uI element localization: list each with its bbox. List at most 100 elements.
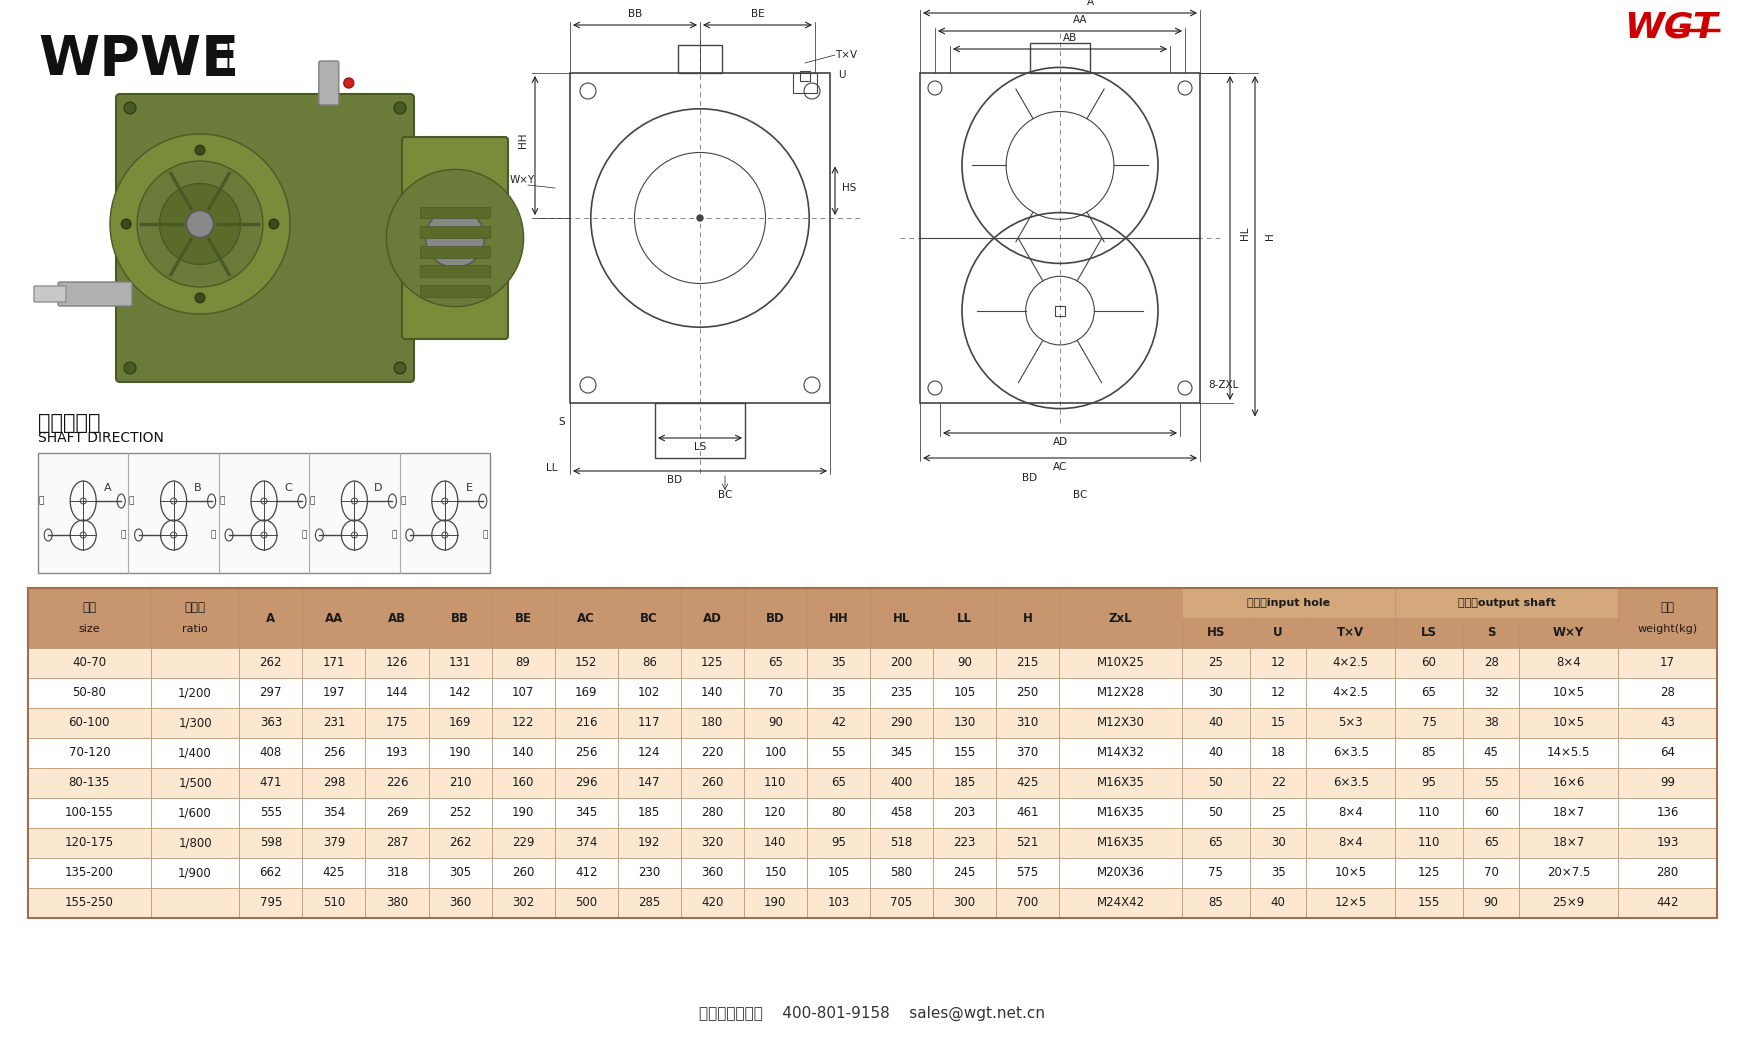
FancyBboxPatch shape: [365, 708, 429, 738]
Text: 296: 296: [574, 776, 597, 790]
Text: LS: LS: [695, 442, 707, 452]
Text: AA: AA: [325, 611, 344, 625]
FancyBboxPatch shape: [38, 453, 490, 573]
Text: 30: 30: [1270, 836, 1286, 849]
FancyBboxPatch shape: [365, 768, 429, 798]
FancyBboxPatch shape: [1618, 798, 1717, 828]
FancyBboxPatch shape: [871, 768, 934, 798]
Text: 193: 193: [1656, 836, 1679, 849]
Text: 8×4: 8×4: [1338, 836, 1363, 849]
Text: 122: 122: [511, 717, 534, 729]
FancyBboxPatch shape: [618, 678, 681, 708]
FancyBboxPatch shape: [58, 282, 133, 306]
FancyBboxPatch shape: [934, 708, 996, 738]
FancyBboxPatch shape: [28, 768, 150, 798]
Text: 12: 12: [1270, 686, 1286, 700]
Text: 302: 302: [511, 897, 534, 909]
FancyBboxPatch shape: [302, 888, 365, 918]
Text: ratio: ratio: [181, 624, 208, 634]
FancyBboxPatch shape: [429, 768, 492, 798]
Text: AD: AD: [1052, 437, 1068, 447]
Text: 100: 100: [764, 747, 787, 759]
Text: 131: 131: [448, 656, 471, 670]
FancyBboxPatch shape: [1394, 588, 1618, 618]
FancyBboxPatch shape: [1181, 738, 1249, 768]
FancyBboxPatch shape: [365, 648, 429, 678]
Text: 518: 518: [890, 836, 913, 849]
Text: 125: 125: [701, 656, 724, 670]
Text: 135-200: 135-200: [65, 867, 113, 879]
Text: 22: 22: [1270, 776, 1286, 790]
Text: 14×5.5: 14×5.5: [1548, 747, 1590, 759]
Text: 12: 12: [1270, 656, 1286, 670]
Text: 795: 795: [260, 897, 283, 909]
Text: 140: 140: [511, 747, 534, 759]
Text: 28: 28: [1483, 656, 1499, 670]
FancyBboxPatch shape: [492, 678, 555, 708]
Text: 510: 510: [323, 897, 346, 909]
Text: 80: 80: [831, 806, 846, 820]
Text: 169: 169: [448, 717, 471, 729]
Text: 126: 126: [386, 656, 408, 670]
Text: 50: 50: [1209, 776, 1223, 790]
FancyBboxPatch shape: [806, 738, 871, 768]
Text: 1/600: 1/600: [178, 806, 211, 820]
FancyBboxPatch shape: [1462, 618, 1520, 648]
FancyBboxPatch shape: [1520, 888, 1618, 918]
FancyBboxPatch shape: [1618, 828, 1717, 858]
Circle shape: [124, 362, 136, 374]
FancyBboxPatch shape: [365, 678, 429, 708]
FancyBboxPatch shape: [806, 798, 871, 828]
FancyBboxPatch shape: [239, 588, 302, 648]
Text: 95: 95: [831, 836, 846, 849]
Text: 25: 25: [1270, 806, 1286, 820]
Text: HS: HS: [1208, 627, 1225, 639]
Text: 285: 285: [639, 897, 660, 909]
FancyBboxPatch shape: [1462, 858, 1520, 888]
Text: 20×7.5: 20×7.5: [1548, 867, 1590, 879]
Text: 192: 192: [639, 836, 660, 849]
Text: AA: AA: [1073, 15, 1087, 25]
FancyBboxPatch shape: [1059, 678, 1181, 708]
Text: 17: 17: [1659, 656, 1675, 670]
Text: 500: 500: [576, 897, 597, 909]
Text: 461: 461: [1016, 806, 1038, 820]
Circle shape: [386, 169, 524, 307]
Text: 155: 155: [1419, 897, 1440, 909]
Text: A: A: [1087, 0, 1094, 7]
FancyBboxPatch shape: [429, 648, 492, 678]
FancyBboxPatch shape: [996, 708, 1059, 738]
Text: 入: 入: [302, 531, 307, 539]
Text: 入: 入: [482, 531, 487, 539]
Text: 580: 580: [890, 867, 913, 879]
FancyBboxPatch shape: [1394, 858, 1462, 888]
FancyBboxPatch shape: [150, 798, 239, 828]
Text: 95: 95: [1422, 776, 1436, 790]
Text: 420: 420: [701, 897, 724, 909]
FancyBboxPatch shape: [1181, 708, 1249, 738]
Text: U: U: [1274, 627, 1283, 639]
Text: 85: 85: [1209, 897, 1223, 909]
FancyBboxPatch shape: [429, 798, 492, 828]
Text: 235: 235: [890, 686, 913, 700]
Text: 25: 25: [1209, 656, 1223, 670]
FancyBboxPatch shape: [421, 265, 490, 277]
Text: 147: 147: [639, 776, 660, 790]
Text: HH: HH: [518, 132, 529, 147]
FancyBboxPatch shape: [1307, 648, 1394, 678]
Text: 256: 256: [576, 747, 597, 759]
Text: LL: LL: [546, 463, 558, 472]
Text: HL: HL: [1241, 226, 1249, 240]
Text: WGT: WGT: [1625, 10, 1719, 44]
FancyBboxPatch shape: [743, 828, 806, 858]
Text: 75: 75: [1209, 867, 1223, 879]
FancyBboxPatch shape: [1462, 648, 1520, 678]
Text: 重量: 重量: [1661, 602, 1675, 614]
FancyBboxPatch shape: [1181, 618, 1249, 648]
FancyBboxPatch shape: [421, 207, 490, 218]
FancyBboxPatch shape: [996, 798, 1059, 828]
Text: BD: BD: [1023, 472, 1038, 483]
Circle shape: [124, 102, 136, 114]
Text: 320: 320: [701, 836, 724, 849]
FancyBboxPatch shape: [239, 798, 302, 828]
